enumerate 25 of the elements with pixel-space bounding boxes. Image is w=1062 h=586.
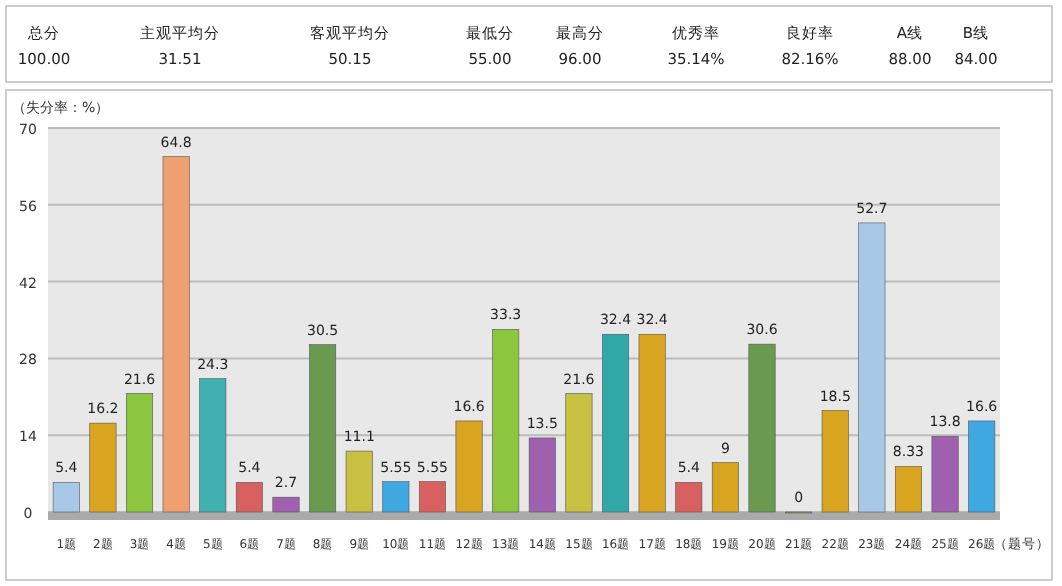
bar — [418, 481, 446, 513]
bar — [858, 222, 886, 513]
bar — [382, 481, 410, 513]
bar — [309, 344, 337, 513]
bar — [492, 329, 520, 513]
bar — [126, 393, 154, 513]
bar — [748, 343, 776, 513]
bar — [199, 378, 227, 513]
bar — [638, 333, 666, 513]
bar — [272, 496, 300, 513]
bar — [968, 420, 996, 513]
bar — [565, 393, 593, 513]
bar — [711, 462, 739, 513]
bar — [675, 482, 703, 513]
bar — [52, 482, 80, 513]
bar — [894, 466, 922, 513]
bar — [821, 410, 849, 513]
bar — [931, 436, 959, 513]
bar — [235, 482, 263, 513]
bar — [528, 437, 556, 513]
bar — [455, 420, 483, 513]
bar — [89, 422, 117, 513]
bar — [345, 450, 373, 513]
bar — [602, 333, 630, 513]
bar — [162, 156, 190, 513]
